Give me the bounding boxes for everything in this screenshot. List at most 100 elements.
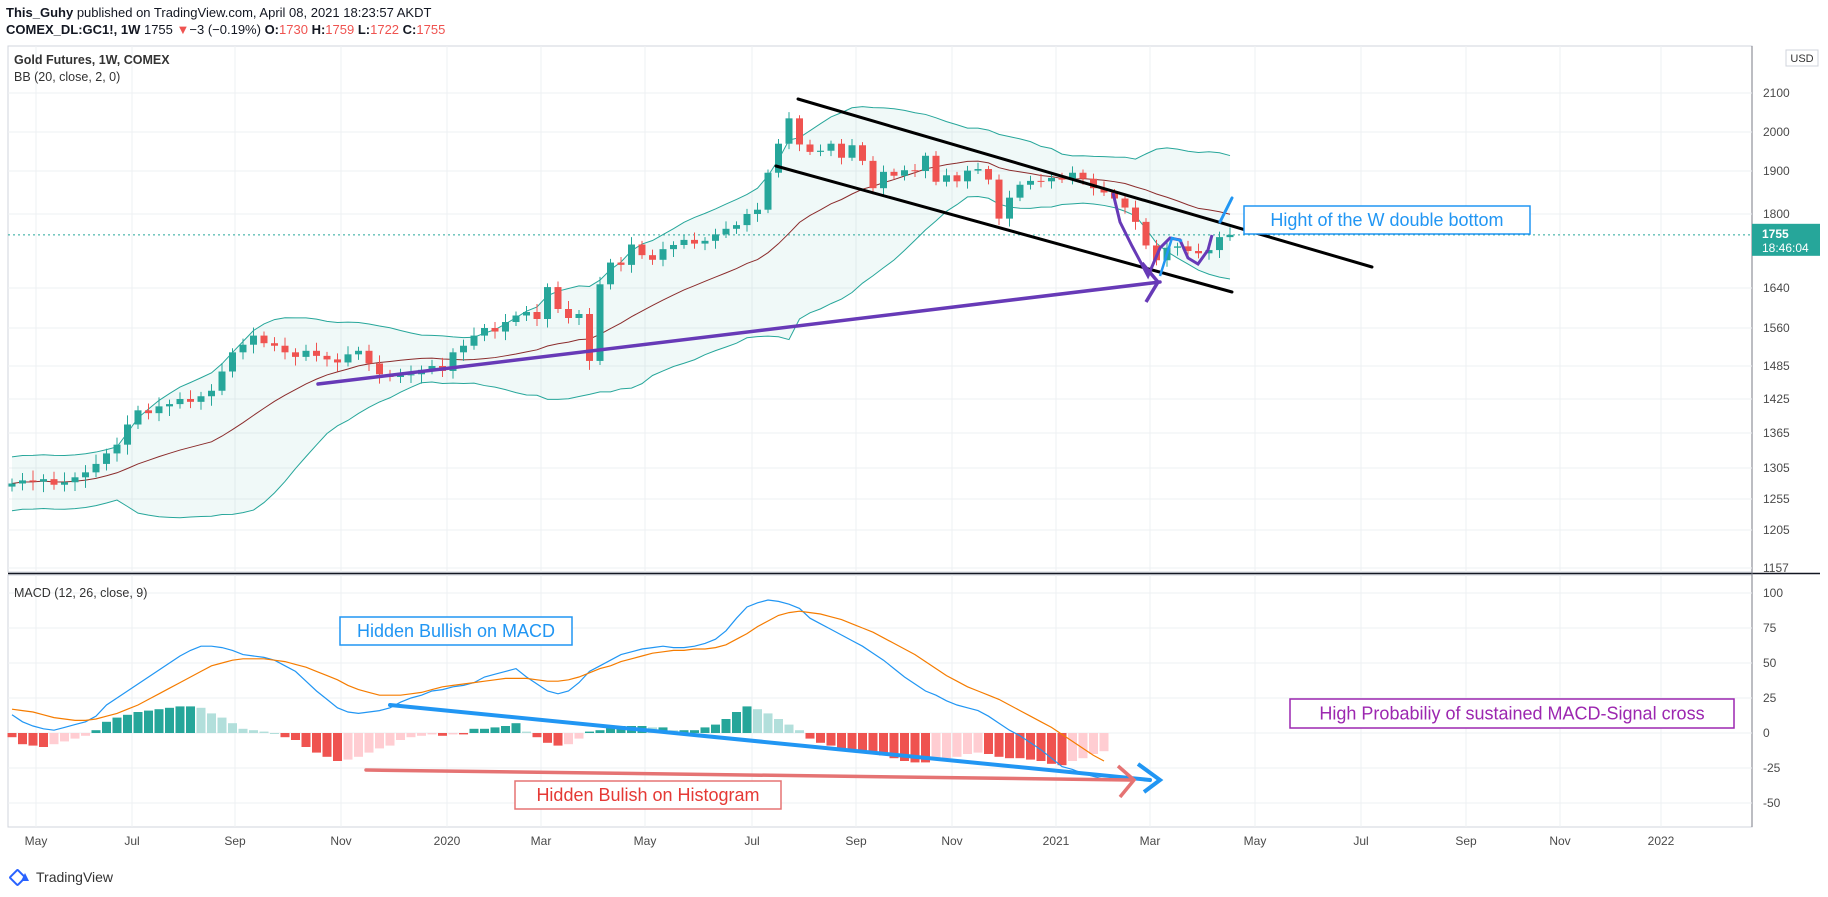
histogram-bar — [690, 730, 699, 733]
candle-up — [134, 410, 142, 425]
candle-down — [1090, 178, 1097, 189]
candle-down — [806, 144, 814, 152]
candle-down — [1058, 177, 1066, 180]
w-height-line-right[interactable] — [1218, 196, 1234, 224]
macd-annotation: Hidden Bullish on MACD — [357, 621, 555, 641]
channel-upper-line[interactable] — [796, 97, 1374, 269]
histogram-annotation: Hidden Bulish on Histogram — [536, 785, 759, 805]
macd-y-tick-label: 25 — [1763, 691, 1777, 705]
candle-up — [103, 453, 110, 464]
histogram-bar — [732, 712, 741, 733]
macd-indicator-label[interactable]: MACD (12, 26, close, 9) — [14, 586, 148, 600]
histogram-bar — [217, 717, 227, 733]
x-tick-label: May — [634, 834, 657, 848]
macd-divergence-line[interactable] — [388, 703, 1152, 782]
candle-up — [523, 312, 530, 316]
histogram-arrow-head[interactable] — [1116, 764, 1137, 799]
histogram-bar — [1036, 733, 1046, 761]
candle-up — [670, 244, 677, 250]
histogram-bar — [196, 707, 206, 733]
y-tick-label: 1900 — [1763, 164, 1790, 178]
histogram-bar — [60, 733, 69, 742]
candle-down — [565, 309, 572, 318]
candle-down — [554, 287, 562, 309]
histogram-bar — [595, 730, 605, 733]
histogram-bar — [396, 733, 405, 740]
histogram-bar — [1015, 733, 1025, 759]
candle-up — [1226, 234, 1234, 238]
histogram-divergence-line[interactable] — [364, 768, 1132, 782]
candle-up — [775, 143, 782, 173]
candle-down — [281, 345, 289, 353]
bb-lower-line — [11, 196, 1231, 519]
histogram-bar — [952, 733, 962, 757]
candle-up — [1027, 180, 1034, 185]
x-tick-label: Sep — [845, 834, 867, 848]
x-tick-label: Sep — [1455, 834, 1477, 848]
currency-badge[interactable]: USD — [1790, 53, 1813, 65]
candle-up — [61, 482, 68, 485]
histogram-bar — [322, 733, 332, 757]
candle-down — [691, 239, 698, 244]
histogram-bar — [39, 733, 48, 747]
candle-up — [544, 287, 551, 319]
candle-up — [197, 396, 205, 402]
histogram-bar — [364, 733, 374, 753]
candle-up — [607, 262, 614, 285]
cross-annotation-box[interactable] — [1289, 698, 1735, 729]
macd-arrow-head[interactable] — [1136, 762, 1164, 794]
tradingview-footer[interactable]: TradingView — [8, 868, 113, 887]
candle-up — [218, 371, 226, 391]
candle-down — [29, 480, 37, 482]
histogram-bar — [1047, 733, 1056, 764]
candle-down — [890, 171, 898, 176]
histogram-bar — [112, 717, 122, 733]
channel-lower-line[interactable] — [774, 164, 1234, 294]
author-name[interactable]: This_Guhy — [6, 5, 74, 20]
candle-down — [292, 352, 299, 357]
bb-indicator-label[interactable]: BB (20, close, 2, 0) — [14, 70, 121, 84]
w-bottom-annotation-box[interactable] — [1243, 205, 1531, 235]
histogram-bar — [942, 733, 951, 759]
histogram-annotation-box[interactable] — [514, 780, 782, 810]
candle-down — [838, 143, 845, 158]
histogram-bar — [784, 724, 794, 733]
histogram-bar — [805, 733, 815, 739]
histogram-bar — [795, 730, 804, 733]
candle-up — [754, 209, 761, 214]
histogram-bar — [417, 733, 426, 736]
macd-y-tick-label: -50 — [1763, 796, 1781, 810]
x-tick-label: Sep — [224, 834, 246, 848]
histogram-bar — [469, 728, 479, 733]
y-tick-label: 1255 — [1763, 492, 1790, 506]
histogram-bar — [207, 713, 216, 733]
purple-arrow-head[interactable] — [1140, 261, 1161, 303]
histogram-bar — [921, 733, 930, 763]
x-tick-label: Nov — [1549, 834, 1570, 848]
w-height-line-left[interactable] — [1158, 236, 1183, 277]
candle-down — [869, 160, 877, 189]
purple-support-line[interactable] — [316, 280, 1162, 386]
macd-annotation-box[interactable] — [339, 616, 573, 646]
histogram-bar — [1099, 733, 1109, 752]
price-badge-box — [1752, 223, 1820, 256]
candle-down — [859, 145, 866, 161]
currency-badge-box[interactable] — [1785, 49, 1819, 67]
candle-down — [586, 314, 593, 361]
histogram-bar — [18, 733, 27, 745]
w-pattern-line[interactable] — [1111, 192, 1214, 280]
candle-up — [113, 444, 121, 454]
y-tick-label: 1425 — [1763, 392, 1790, 406]
low-label: L: — [357, 22, 371, 37]
candle-up — [1205, 250, 1213, 254]
histogram-bar — [406, 733, 416, 738]
macd-y-tick-label: -25 — [1763, 761, 1781, 775]
candle-up — [176, 399, 184, 405]
candle-up — [922, 155, 929, 171]
candle-down — [995, 179, 1003, 219]
histogram-bar — [123, 714, 132, 733]
histogram-bar — [228, 723, 237, 733]
close-value: 1755 — [416, 22, 446, 37]
histogram-bar — [763, 713, 773, 733]
